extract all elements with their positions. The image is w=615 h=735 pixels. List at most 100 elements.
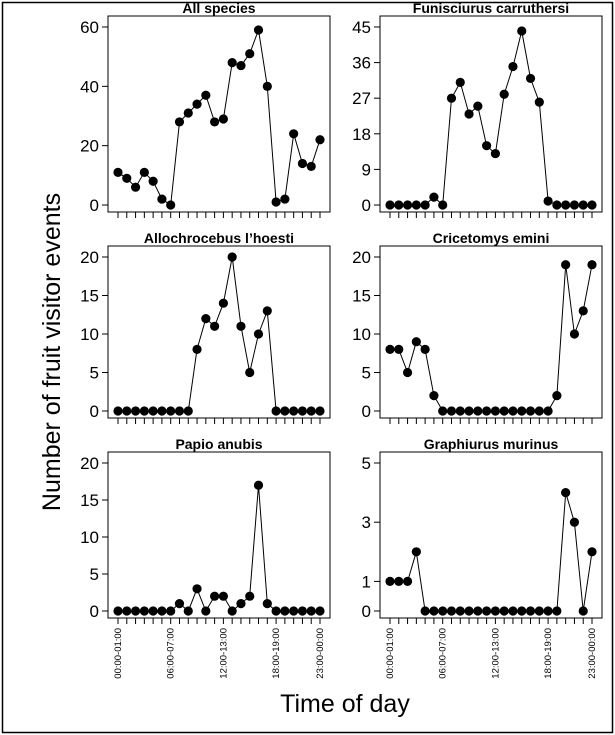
data-point [411,200,421,210]
data-point [174,599,185,609]
data-point [289,606,299,616]
data-point [464,606,474,616]
data-point [429,192,439,202]
data-point [473,406,483,416]
data-point [578,306,588,316]
data-point [280,406,290,416]
x-tick-label: 12:00-13:00 [218,628,229,679]
data-point [508,606,518,616]
panel-title: Cricetomys emini [433,230,550,246]
data-point [113,167,123,177]
panel-frame [107,451,331,619]
data-point [174,406,185,416]
data-point [201,90,211,100]
data-point [306,406,316,416]
data-point [210,591,220,601]
data-point [236,60,246,71]
data-point [569,517,580,527]
y-tick-label: 0 [90,196,99,215]
panel-title: All species [182,0,255,16]
data-point [525,606,536,616]
panel-6: Graphiurus murinus 0 1 3 5 00:00-01:00 06:00-0… [362,436,603,679]
data-point [455,406,465,416]
x-tick-label: 23:00-00:00 [315,628,326,679]
data-point [420,606,430,616]
data-point [192,584,202,594]
data-point [148,176,158,186]
y-tick-label: 20 [352,248,371,267]
x-tick-label: 23:00-00:00 [587,628,598,679]
data-point [473,606,483,616]
data-point [534,406,544,416]
panel-title: Graphiurus murinus [424,436,559,452]
data-point [157,606,167,616]
x-axis-label: Time of day [280,690,410,718]
data-point [499,606,509,616]
data-point [490,406,500,416]
y-tick-label: 20 [80,248,99,267]
data-point [130,406,141,416]
data-point [192,344,202,354]
data-point [508,406,518,416]
data-point [420,344,430,354]
data-point [552,391,562,401]
data-point [411,337,421,347]
panel-title: Papio anubis [175,436,262,452]
data-point [166,200,176,210]
panel-frame [107,245,331,419]
y-tick-label: 5 [90,364,99,383]
data-point [166,606,176,616]
y-tick-label: 10 [352,325,371,344]
panel-frame [107,15,331,213]
data-point [227,58,237,68]
data-point [166,406,176,416]
data-point [525,73,536,84]
y-tick-label: 5 [362,454,371,473]
y-tick-label: 10 [80,325,99,344]
data-point [569,329,580,339]
data-point [262,306,272,316]
data-point [517,606,527,616]
panel-5: Papio anubis 0 5 10 15 20 00:00-01:00 06:00-07:… [80,436,331,679]
data-point [402,367,413,378]
panel-frame [379,451,603,619]
data-point [490,148,500,159]
x-tick-label: 00:00-01:00 [385,628,396,679]
data-point [148,406,158,416]
data-point [183,606,193,616]
data-point [578,606,588,616]
data-point [210,117,220,127]
data-point [157,194,167,204]
data-point [385,200,395,210]
panel-title: Allochrocebus l’hoesti [144,230,294,246]
data-point [289,406,299,416]
data-point [245,591,255,601]
y-tick-label: 5 [362,364,371,383]
y-tick-label: 20 [80,137,99,156]
data-point [297,158,308,169]
data-point [394,576,404,587]
data-point [534,97,544,107]
data-point [122,173,132,183]
data-point [517,26,527,36]
data-point [122,406,132,416]
x-tick-label: 00:00-01:00 [113,628,124,679]
data-point [139,606,149,616]
y-tick-label: 5 [90,565,99,584]
data-point [122,606,132,616]
data-point [446,406,457,416]
series-line [390,264,593,412]
data-point [464,406,474,416]
y-tick-label: 1 [362,572,371,591]
y-tick-label: 0 [362,602,371,621]
data-point [245,367,255,378]
data-point [297,606,308,616]
data-point [420,200,430,210]
panel-3: Allochrocebus l’hoesti 0 5 10 15 20 [80,230,331,424]
data-point [482,606,492,616]
y-tick-label: 0 [90,602,99,621]
data-point [253,25,264,35]
data-point [271,606,281,616]
